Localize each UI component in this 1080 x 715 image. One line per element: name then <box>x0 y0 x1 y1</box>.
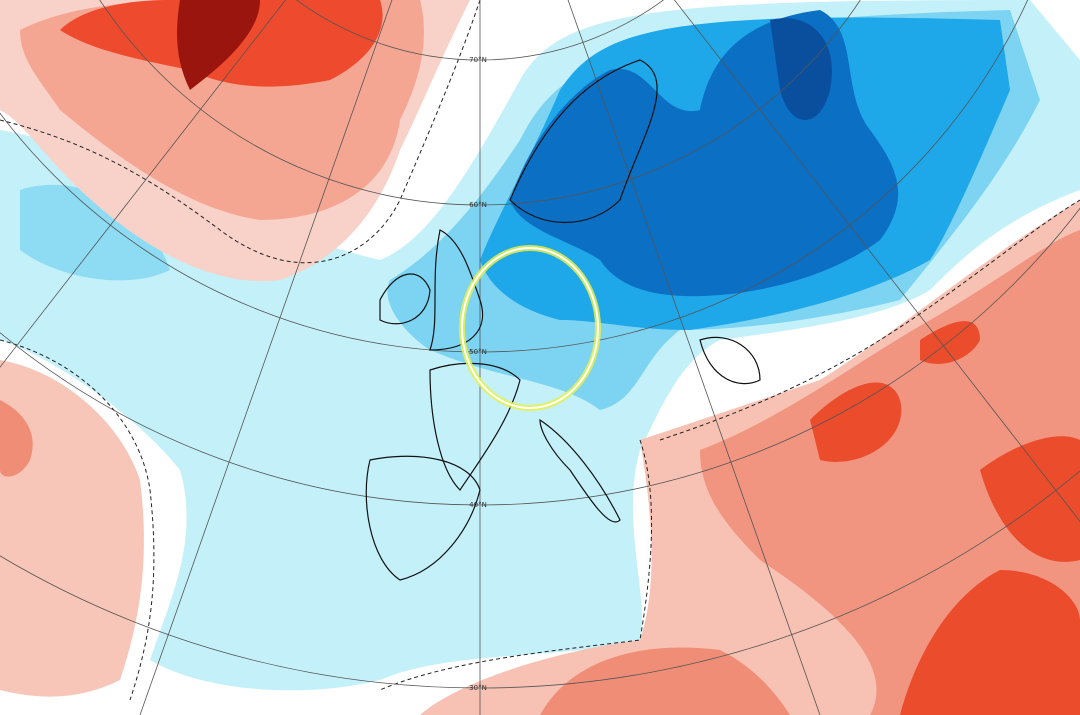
dark-red-area <box>177 0 260 90</box>
light-red-south <box>540 647 790 715</box>
latitude-label: 30°N <box>469 684 487 692</box>
latitude-label: 50°N <box>469 348 487 356</box>
highlight-ring-inner <box>461 247 599 409</box>
latitude-label: 70°N <box>469 56 487 64</box>
red-east <box>810 321 1080 715</box>
pale-red-west <box>0 360 144 697</box>
latitude-labels: 70°N 60°N 50°N 40°N 30°N <box>469 56 487 692</box>
latitude-label: 40°N <box>469 501 487 509</box>
cold-anomaly <box>0 0 1080 691</box>
coastlines <box>365 59 761 581</box>
latitude-label: 60°N <box>469 201 487 209</box>
dark-blue-patch <box>770 18 832 120</box>
light-blue-patch <box>20 184 170 281</box>
light-red-west <box>0 400 33 477</box>
